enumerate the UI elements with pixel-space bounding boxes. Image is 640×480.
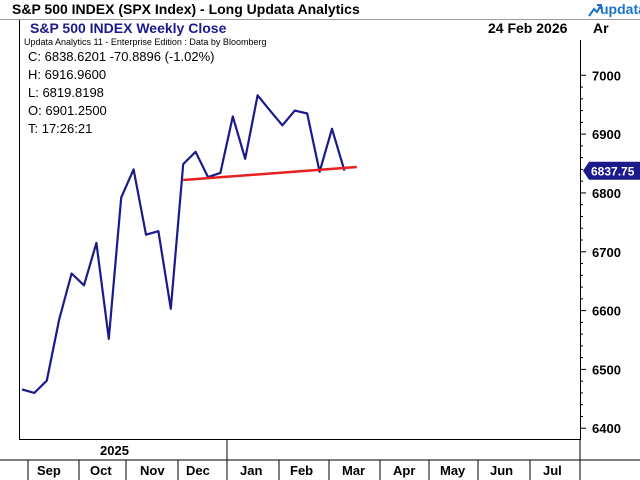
updata-logo-icon [588, 4, 602, 17]
y-axis: 7000 6900 6800 6700 6600 6500 6400 [580, 68, 621, 436]
month-label-sep: Sep [37, 463, 61, 478]
month-label-apr: Apr [393, 463, 415, 478]
month-label-feb: Feb [290, 463, 313, 478]
axis-mode-label[interactable]: Ar [593, 20, 609, 36]
close-price-line [21, 94, 346, 394]
open-readout: O: 6901.2500 [28, 103, 107, 118]
y-tick-label: 6400 [592, 421, 621, 436]
y-tick-label: 6700 [592, 245, 621, 260]
x-axis: 2025 Sep Oct Nov Dec Jan Feb Mar Apr May Jun Jul [0, 440, 640, 480]
month-label-mar: Mar [342, 463, 365, 478]
year-label: 2025 [100, 443, 129, 458]
month-label-oct: Oct [90, 463, 112, 478]
chart-date: 24 Feb 2026 [488, 20, 568, 36]
support-trendline[interactable] [183, 165, 357, 182]
y-tick-label: 6900 [592, 127, 621, 142]
month-label-dec: Dec [186, 463, 210, 478]
chart-frame [19, 20, 580, 440]
high-readout: H: 6916.9600 [28, 67, 107, 82]
low-readout: L: 6819.8198 [28, 85, 104, 100]
trendline-group [183, 165, 357, 182]
month-label-jun: Jun [490, 463, 513, 478]
month-label-jan: Jan [240, 463, 262, 478]
y-tick-label: 6800 [592, 186, 621, 201]
month-label-jul: Jul [543, 463, 562, 478]
month-label-nov: Nov [140, 463, 165, 478]
chart-title: S&P 500 INDEX Weekly Close [30, 20, 227, 36]
price-tag-group: 6837.75 [583, 161, 640, 180]
series-group [21, 94, 346, 394]
y-tick-label: 6500 [592, 362, 621, 377]
time-readout: T: 17:26:21 [28, 121, 93, 136]
edition-text: Updata Analytics 11 - Enterprise Edition… [24, 37, 267, 47]
last-price-tag [583, 161, 640, 180]
close-readout: C: 6838.6201 -70.8896 (-1.02%) [28, 49, 215, 64]
y-tick-label: 7000 [592, 68, 621, 83]
month-label-may: May [440, 463, 466, 478]
brand-logo [588, 1, 640, 19]
title-bar [0, 0, 640, 20]
last-price-label: 6837.75 [591, 165, 635, 179]
brand-name: updata [600, 1, 640, 17]
y-tick-label: 6600 [592, 304, 621, 319]
window-title: S&P 500 INDEX (SPX Index) - Long Updata … [12, 1, 360, 17]
